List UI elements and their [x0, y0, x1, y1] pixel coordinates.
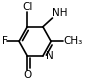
- Text: F: F: [2, 36, 7, 46]
- Text: CH₃: CH₃: [63, 36, 83, 46]
- Text: N: N: [46, 51, 53, 61]
- Text: NH: NH: [52, 8, 68, 18]
- Text: O: O: [23, 71, 31, 80]
- Text: Cl: Cl: [22, 2, 32, 12]
